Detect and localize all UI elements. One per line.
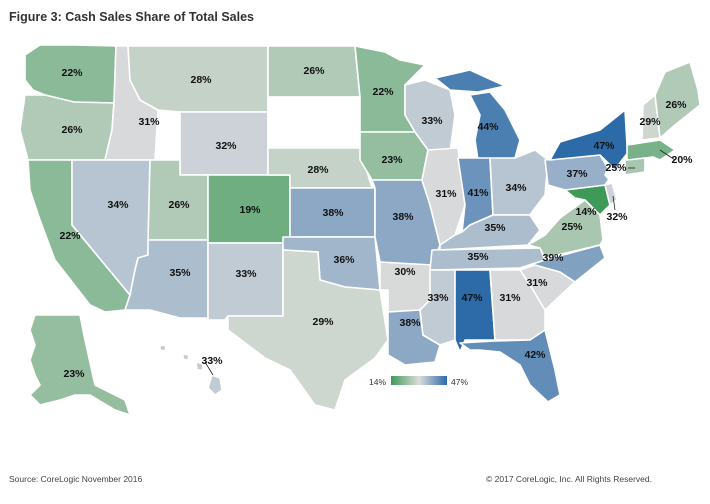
state-me (654, 61, 701, 139)
label-wy: 32% (215, 140, 237, 152)
label-nv: 34% (107, 199, 129, 211)
label-md: 14% (575, 206, 597, 218)
label-ok: 36% (333, 254, 355, 266)
label-co: 19% (239, 204, 261, 216)
label-fl: 42% (524, 349, 546, 361)
label-ga: 31% (499, 292, 521, 304)
label-oh: 34% (505, 182, 527, 194)
label-ma: 20% (671, 154, 693, 166)
source-note: Source: CoreLogic November 2016 (9, 474, 143, 484)
state-ri (644, 156, 654, 173)
label-nd: 26% (303, 65, 325, 77)
label-la: 38% (399, 317, 421, 329)
label-ne: 28% (307, 164, 329, 176)
legend-min-label: 14% (369, 377, 387, 387)
state-nc (519, 244, 606, 283)
label-ny: 47% (593, 140, 615, 152)
state-de (604, 182, 618, 206)
label-mt: 28% (190, 74, 212, 86)
label-id: 31% (138, 116, 160, 128)
label-ut: 26% (168, 199, 190, 211)
state-tx (227, 249, 389, 411)
label-ms: 33% (427, 292, 449, 304)
label-hi: 33% (201, 355, 223, 367)
label-tn: 35% (467, 251, 489, 263)
state-al (454, 269, 496, 353)
label-de: 32% (606, 211, 628, 223)
state-ak (29, 314, 131, 416)
leader-de (612, 195, 616, 211)
label-wi: 33% (421, 115, 443, 127)
label-ak: 23% (63, 368, 85, 380)
state-fl (459, 329, 561, 403)
legend-max-label: 47% (451, 377, 469, 387)
state-nm (207, 242, 284, 321)
state-hi-2 (195, 361, 204, 371)
leader-ma (659, 149, 676, 161)
state-hi-4 (159, 344, 167, 352)
label-ar: 30% (394, 266, 416, 278)
label-nh: 29% (639, 116, 661, 128)
state-sd (267, 96, 361, 149)
leader-hi (204, 361, 214, 376)
label-pa: 37% (566, 168, 588, 180)
label-al: 47% (461, 292, 483, 304)
label-tx: 29% (312, 316, 334, 328)
label-mi: 44% (477, 121, 499, 133)
state-hi-3 (182, 353, 190, 361)
state-ky (439, 214, 541, 251)
label-me: 26% (665, 99, 687, 111)
state-ma (626, 139, 676, 161)
map-title: Figure 3: Cash Sales Share of Total Sale… (9, 10, 254, 24)
label-ia: 23% (381, 154, 403, 166)
label-mo: 38% (392, 211, 414, 223)
label-or: 26% (61, 124, 83, 136)
label-sc: 31% (526, 277, 548, 289)
label-nm: 33% (235, 268, 257, 280)
label-wa: 22% (61, 67, 83, 79)
label-az: 35% (169, 267, 191, 279)
label-in: 41% (467, 187, 489, 199)
label-mn: 22% (372, 86, 394, 98)
legend-color-scale (391, 376, 447, 385)
state-mi-up (434, 69, 506, 93)
label-ca: 22% (59, 230, 81, 242)
label-ct: 25% (605, 162, 627, 174)
label-ky: 35% (484, 222, 506, 234)
label-il: 31% (435, 188, 457, 200)
label-ks: 38% (322, 207, 344, 219)
state-hi (207, 374, 223, 396)
label-va: 25% (561, 221, 583, 233)
copyright-note: © 2017 CoreLogic, Inc. All Rights Reserv… (486, 474, 652, 484)
label-nc: 39% (542, 252, 564, 264)
